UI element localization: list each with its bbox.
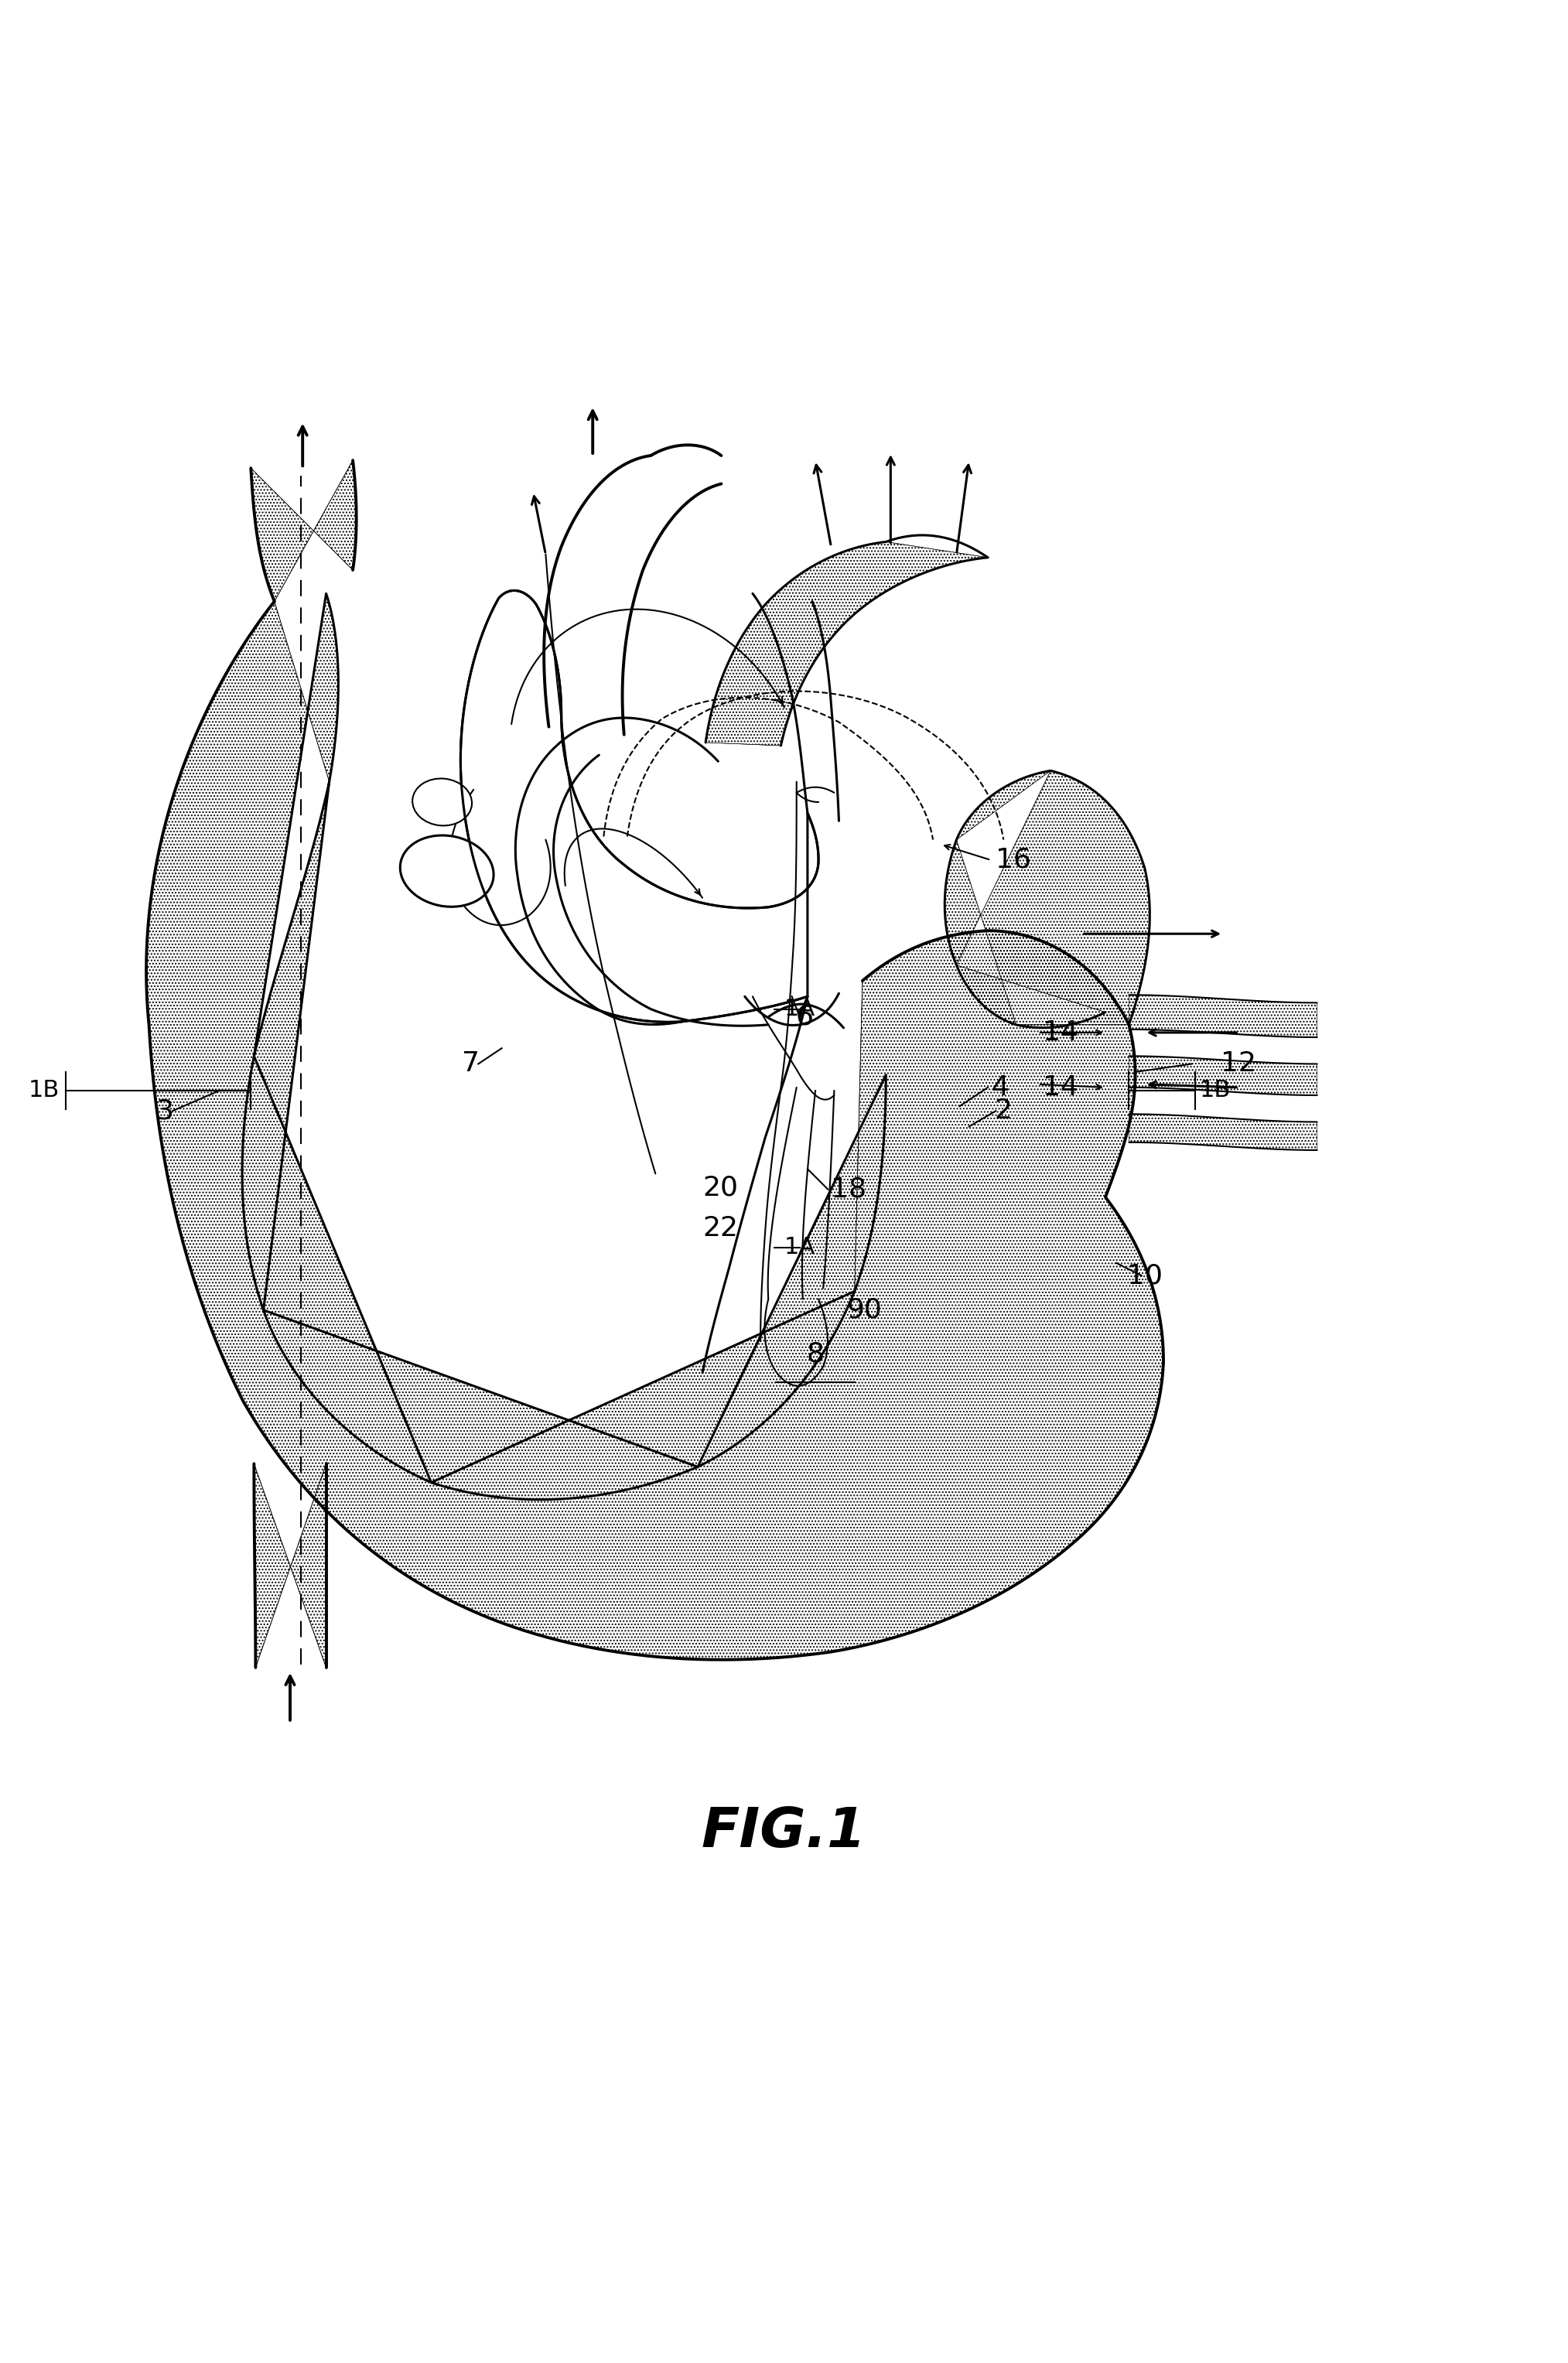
Polygon shape [1129, 995, 1317, 1037]
Polygon shape [251, 461, 356, 603]
Text: 1B: 1B [28, 1080, 60, 1101]
Polygon shape [146, 593, 1163, 1659]
Text: 7: 7 [461, 1052, 480, 1078]
Ellipse shape [400, 837, 494, 907]
Ellipse shape [412, 777, 472, 825]
Text: 20: 20 [702, 1174, 739, 1200]
Polygon shape [254, 1463, 326, 1668]
Text: 90: 90 [847, 1297, 883, 1323]
Polygon shape [1129, 1056, 1317, 1096]
Text: 2: 2 [994, 1099, 1013, 1125]
Text: FIG.1: FIG.1 [701, 1805, 867, 1860]
Text: 22: 22 [702, 1215, 739, 1241]
Text: 1A: 1A [784, 1236, 815, 1259]
Text: 4: 4 [991, 1075, 1008, 1101]
Text: 1B: 1B [1200, 1080, 1231, 1101]
Polygon shape [946, 770, 1149, 1028]
Text: 8: 8 [806, 1340, 825, 1368]
Polygon shape [706, 541, 988, 747]
Text: 18: 18 [831, 1177, 867, 1203]
Text: 3: 3 [155, 1099, 174, 1125]
Text: 1A: 1A [784, 997, 815, 1021]
Text: 14: 14 [1043, 1018, 1079, 1047]
Polygon shape [1129, 1113, 1317, 1151]
Text: 10: 10 [1127, 1262, 1162, 1288]
Text: 14: 14 [1043, 1075, 1079, 1101]
Text: 6: 6 [795, 1004, 814, 1030]
Text: 12: 12 [1221, 1052, 1256, 1078]
Text: 16: 16 [996, 846, 1032, 874]
Polygon shape [461, 591, 818, 1023]
